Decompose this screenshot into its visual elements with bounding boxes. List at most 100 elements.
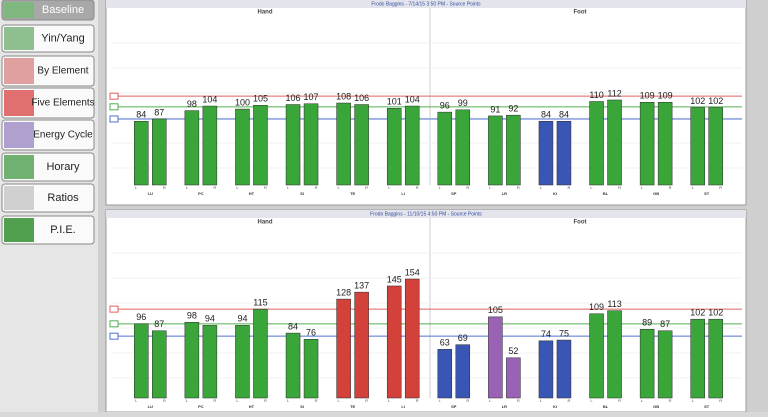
value-label: 91 — [490, 104, 500, 114]
bar — [455, 344, 471, 399]
side-label: L — [186, 398, 189, 403]
category-label: PC — [198, 404, 204, 409]
category-label: LU — [148, 404, 153, 409]
side-label: R — [213, 398, 216, 403]
section-label: Hand — [258, 10, 273, 16]
side-label: R — [669, 398, 672, 403]
value-label: 69 — [458, 333, 468, 343]
value-label: 63 — [440, 338, 450, 348]
category-label: ST — [704, 404, 710, 409]
bar — [253, 308, 268, 399]
category-label: PC — [198, 191, 204, 196]
bar — [152, 118, 167, 186]
bar — [386, 285, 402, 399]
bar — [184, 322, 200, 399]
category-label: GB — [653, 404, 659, 409]
button-label: P.I.E. — [50, 224, 75, 236]
bar — [708, 107, 723, 186]
bar — [404, 105, 420, 186]
bar — [336, 298, 351, 399]
button-icon — [4, 58, 34, 84]
side-label: R — [568, 398, 571, 403]
bar — [657, 330, 673, 399]
value-label: 102 — [690, 96, 705, 106]
button-icon — [4, 2, 34, 18]
section-label: Foot — [574, 220, 587, 226]
bar — [538, 340, 554, 399]
category-label: LR — [502, 191, 507, 196]
category-label: HT — [249, 404, 255, 409]
section-label: Hand — [258, 220, 273, 226]
button-label: Horary — [46, 161, 80, 173]
category-label: ST — [704, 191, 710, 196]
bar — [134, 323, 149, 399]
reference-marker — [109, 305, 119, 313]
side-label: L — [287, 398, 290, 403]
bar — [506, 357, 521, 399]
chart-header — [106, 210, 746, 218]
value-label: 84 — [136, 110, 146, 120]
bar — [488, 115, 503, 186]
side-label: R — [315, 185, 318, 190]
value-label: 84 — [288, 321, 298, 331]
side-label: L — [388, 185, 391, 190]
bar — [538, 120, 554, 186]
chart-title: Frodo Baggins - 7/14/15 3:50 PM - Source… — [371, 1, 481, 7]
category-label: LU — [148, 191, 153, 196]
section-label: Foot — [574, 10, 587, 16]
bar — [253, 105, 268, 186]
value-label: 104 — [405, 94, 420, 104]
side-label: L — [692, 398, 695, 403]
bar — [202, 325, 218, 399]
value-label: 87 — [154, 107, 164, 117]
side-label: L — [236, 185, 239, 190]
bar — [690, 318, 705, 399]
side-label: R — [264, 185, 267, 190]
value-label: 115 — [253, 298, 267, 308]
value-label: 137 — [354, 281, 369, 291]
category-label: BL — [603, 191, 609, 196]
reference-marker — [109, 103, 119, 111]
value-label: 98 — [187, 311, 197, 321]
bar — [354, 291, 369, 399]
side-label: R — [416, 398, 419, 403]
side-label: R — [618, 398, 621, 403]
value-label: 109 — [640, 91, 655, 101]
value-label: 105 — [488, 305, 503, 315]
bar — [285, 104, 301, 186]
side-label: L — [641, 398, 644, 403]
value-label: 98 — [187, 99, 197, 109]
category-label: LI — [401, 191, 405, 196]
side-label: R — [163, 398, 166, 403]
value-label: 145 — [387, 274, 402, 284]
side-label: R — [719, 398, 722, 403]
side-label: L — [590, 185, 593, 190]
value-label: 113 — [607, 299, 621, 309]
value-label: 74 — [541, 329, 551, 339]
value-label: 104 — [202, 94, 217, 104]
value-label: 92 — [508, 104, 518, 114]
side-label: L — [338, 185, 341, 190]
bar — [336, 102, 351, 186]
value-label: 105 — [253, 94, 268, 104]
bar — [437, 111, 453, 186]
side-label: L — [439, 185, 442, 190]
value-label: 102 — [690, 308, 705, 318]
button-icon — [4, 155, 34, 179]
button-icon — [4, 122, 34, 148]
side-label: L — [135, 185, 138, 190]
value-label: 106 — [354, 93, 369, 103]
value-label: 154 — [405, 267, 420, 277]
side-label: L — [439, 398, 442, 403]
value-label: 84 — [541, 110, 551, 120]
button-icon — [4, 90, 34, 116]
side-label: L — [338, 398, 341, 403]
side-label: R — [568, 185, 571, 190]
category-label: SI — [300, 191, 304, 196]
value-label: 87 — [154, 319, 164, 329]
side-label: R — [213, 185, 216, 190]
button-icon — [4, 218, 34, 242]
side-label: L — [186, 185, 189, 190]
value-label: 112 — [607, 88, 621, 98]
